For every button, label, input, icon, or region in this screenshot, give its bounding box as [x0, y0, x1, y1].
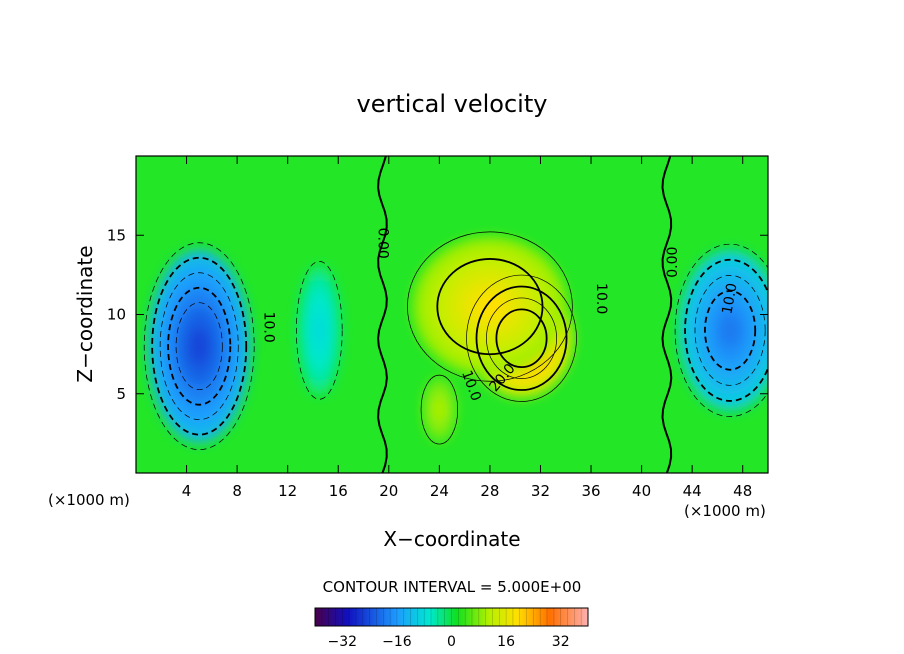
colorbar-fill [315, 608, 588, 626]
contour-line [151, 256, 248, 436]
colorbar-tick-label: 32 [552, 634, 570, 650]
contour-line [466, 274, 577, 402]
colorbar-tick-label: 0 [447, 634, 456, 650]
contour-line [167, 286, 232, 406]
x-tick-label: 32 [531, 482, 550, 500]
contour-label: 0.00 [374, 228, 390, 259]
colorbar-tick-label: −32 [328, 634, 358, 650]
contour-line [684, 258, 768, 402]
y-tick-label: 15 [107, 226, 126, 244]
x-axis: 4 8 12 16 20 24 28 32 36 40 44 48 [182, 156, 752, 500]
contour-line [475, 285, 568, 391]
x-tick-label: 24 [430, 482, 449, 500]
colorbar-stripes [314, 608, 589, 626]
contour-label: 10.0 [593, 283, 609, 314]
y-axis: 5 10 15 [107, 226, 768, 403]
x-tick-label: 36 [581, 482, 600, 500]
x-tick-label: 20 [379, 482, 398, 500]
zero-contour [377, 156, 388, 473]
contour-line [143, 242, 255, 450]
contour-line [694, 275, 766, 386]
colorbar-tick-label: −16 [382, 634, 412, 650]
colorbar-frame [314, 607, 589, 627]
x-axis-label: X−coordinate [383, 527, 520, 551]
contour-label: 0.00 [665, 247, 681, 278]
x-tick-label: 28 [480, 482, 499, 500]
x-tick-label: 48 [733, 482, 752, 500]
colorbar-tick-label: 16 [497, 634, 515, 650]
contour-interval-label: CONTOUR INTERVAL = 5.000E+00 [323, 578, 582, 596]
contour-line [674, 243, 768, 417]
chart-title: vertical velocity [357, 90, 548, 118]
field-cell [315, 317, 324, 344]
x-tick-label: 44 [683, 482, 702, 500]
contour-line [175, 302, 223, 391]
contour-line [436, 258, 544, 356]
y-axis-label: Z−coordinate [73, 245, 97, 382]
contour-label: 10.0 [261, 312, 277, 343]
contour-line [407, 231, 573, 382]
colorbar: −32 −16 0 16 32 [314, 607, 589, 650]
x-tick-label: 12 [278, 482, 297, 500]
x-tick-label: 8 [232, 482, 242, 500]
colorbar-ticks: −32 −16 0 16 32 [328, 634, 570, 650]
contour-lines [143, 156, 768, 473]
zero-contour [661, 156, 673, 473]
contour-line [495, 308, 548, 369]
contour-label: 10.0 [719, 282, 740, 315]
field-cell [719, 314, 741, 347]
contour-line [704, 290, 757, 371]
field-cell [474, 292, 506, 321]
x-tick-label: 4 [182, 482, 192, 500]
x-units-left: (×1000 m) [48, 491, 130, 509]
x-units-right: (×1000 m) [684, 502, 766, 520]
x-tick-label: 16 [329, 482, 348, 500]
y-tick-label: 10 [107, 306, 126, 324]
x-tick-label: 40 [632, 482, 651, 500]
contour-line [486, 297, 557, 379]
field-cell [188, 326, 210, 366]
contour-line [420, 374, 459, 445]
y-tick-label: 5 [116, 385, 126, 403]
field-blobs [148, 237, 768, 443]
contour-line [296, 261, 343, 400]
contour-line [159, 272, 239, 421]
field-cell [435, 403, 443, 417]
